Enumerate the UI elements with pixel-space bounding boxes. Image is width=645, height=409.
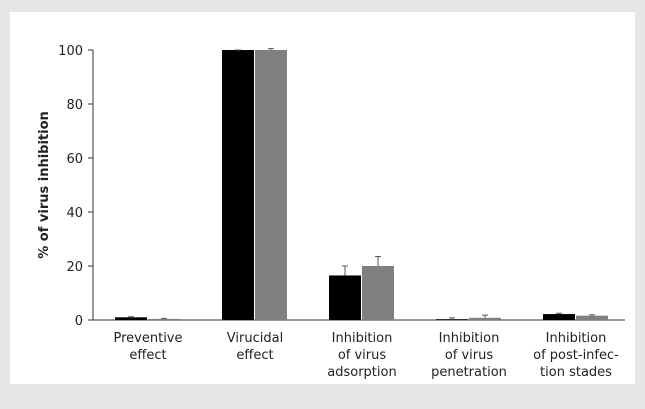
y-tick-label: 0 (75, 314, 83, 329)
y-tick-label: 80 (66, 98, 83, 113)
x-tick-label: of virus (338, 348, 387, 363)
x-tick-label: effect (236, 348, 273, 363)
bar (469, 317, 501, 320)
bar (329, 275, 361, 320)
bar (362, 266, 394, 320)
y-tick-label: 100 (58, 44, 83, 59)
x-tick-label: tion stades (540, 365, 612, 380)
x-tick-label: Preventive (114, 331, 183, 346)
y-axis-label: % of virus inhibition (37, 111, 52, 259)
x-tick-label: Inhibition (546, 331, 607, 346)
bar (576, 315, 608, 320)
y-tick-label: 60 (66, 152, 83, 167)
bar (436, 319, 468, 320)
bar (543, 314, 575, 320)
bar (255, 50, 287, 320)
x-tick-label: Inhibition (332, 331, 393, 346)
x-tick-label: effect (129, 348, 166, 363)
x-tick-label: of post-infec- (533, 348, 619, 363)
x-tick-label: Inhibition (439, 331, 500, 346)
bar (222, 50, 254, 320)
x-tick-label: of virus (445, 348, 494, 363)
bar (115, 317, 147, 320)
bar (148, 318, 180, 320)
x-tick-label: adsorption (327, 365, 396, 380)
x-tick-label: Virucidal (227, 331, 283, 346)
y-tick-label: 40 (66, 206, 83, 221)
x-tick-label: penetration (431, 365, 507, 380)
y-tick-label: 20 (66, 260, 83, 275)
panel (10, 12, 635, 384)
